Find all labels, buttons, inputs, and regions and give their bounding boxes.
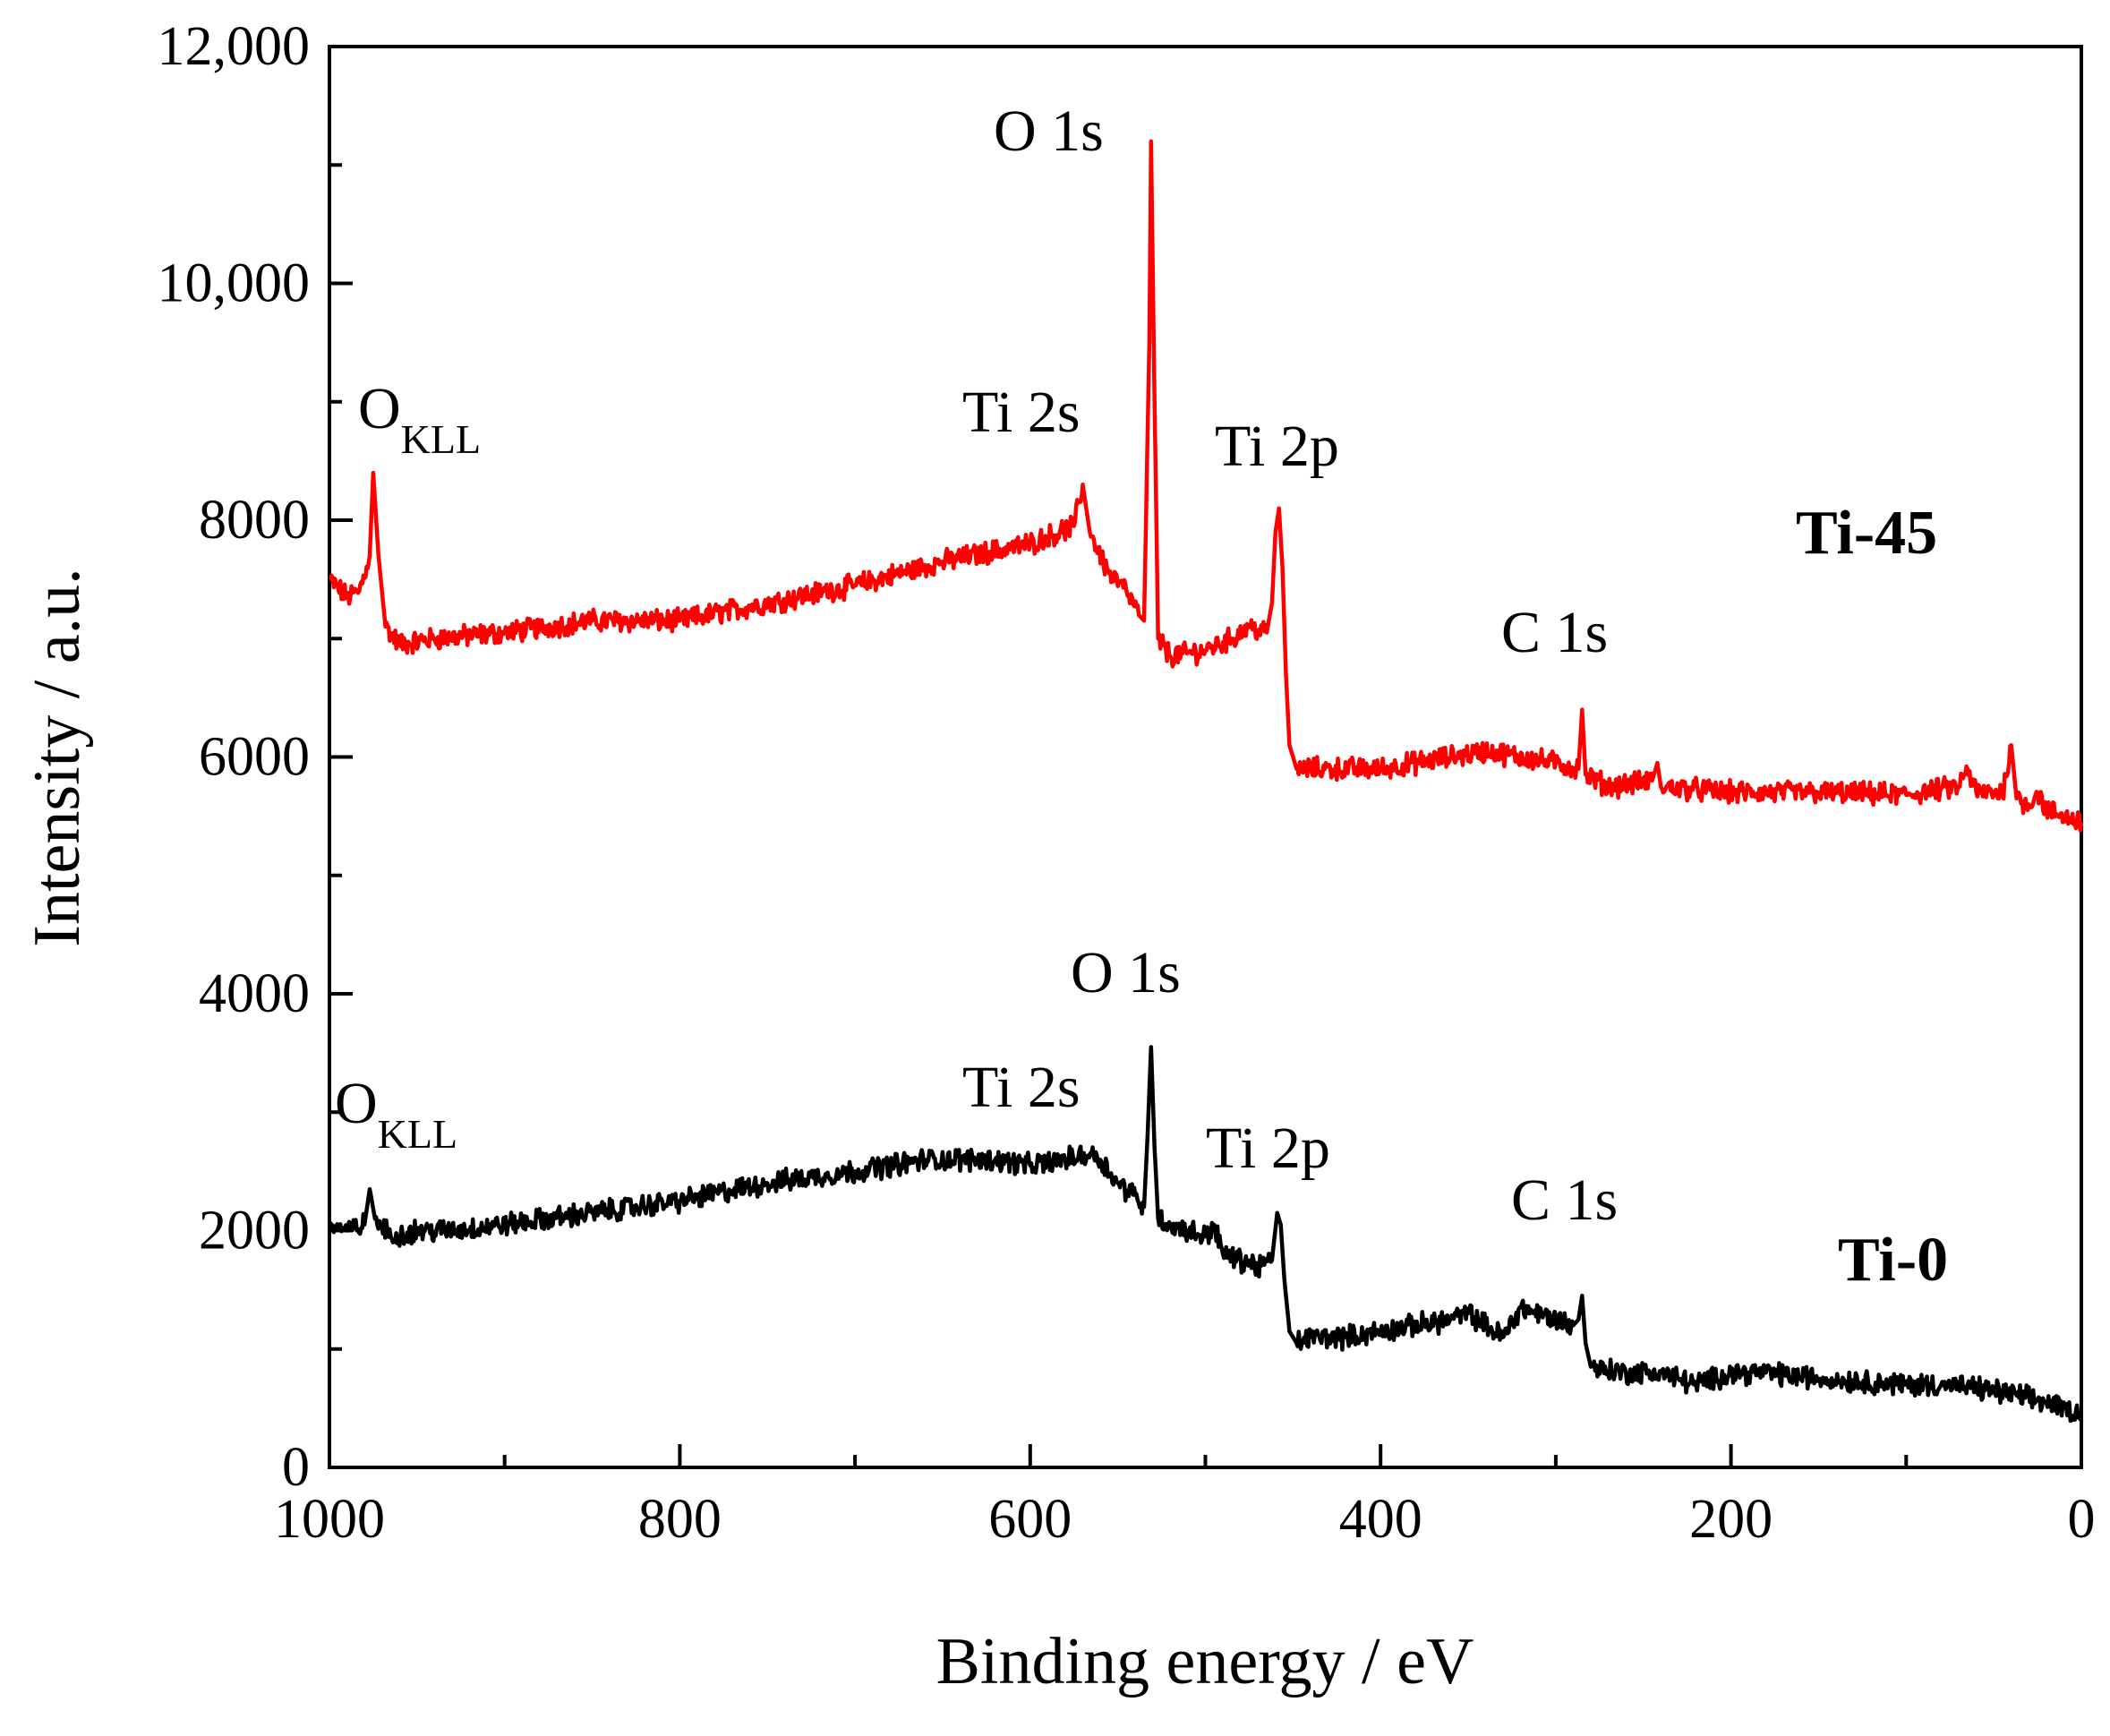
y-tick-label: 10,000 [158, 253, 311, 314]
ti45-ti2p-label: Ti 2p [1215, 414, 1339, 479]
ti45-okll-label: OKLL [358, 376, 481, 462]
y-tick-label: 6000 [199, 727, 310, 788]
x-tick-label: 400 [1339, 1489, 1422, 1550]
y-tick-label: 4000 [199, 963, 310, 1024]
ti0-okll-sub: KLL [378, 1111, 457, 1157]
ti0-c1s-label: C 1s [1511, 1167, 1618, 1233]
ti0-okll-label: OKLL [335, 1071, 457, 1157]
ti45-ti2s-label: Ti 2s [962, 380, 1081, 445]
x-axis-title: Binding energy / eV [936, 1625, 1474, 1698]
y-tick-label: 8000 [199, 490, 310, 551]
axis-ticks [328, 45, 2083, 1469]
ti45-series-label: Ti-45 [1796, 499, 1937, 568]
y-tick-label: 2000 [199, 1201, 310, 1261]
x-tick-label: 200 [1689, 1489, 1773, 1550]
ti0-ti2p-label: Ti 2p [1206, 1116, 1330, 1181]
ti45-okll-main: O [358, 376, 401, 441]
ti45-c1s-label: C 1s [1501, 600, 1608, 665]
y-tick-label: 0 [282, 1437, 310, 1498]
series-lines [328, 139, 2084, 1424]
x-tick-label: 800 [638, 1489, 722, 1550]
ti0-o1s-label: O 1s [1071, 940, 1181, 1005]
x-tick-label: 1000 [274, 1489, 385, 1550]
y-axis-title: Intensity / a.u. [21, 568, 94, 946]
ti45-o1s-label: O 1s [994, 98, 1104, 164]
x-tick-label: 600 [988, 1489, 1072, 1550]
ti45-okll-sub: KLL [401, 416, 481, 462]
ti0-series-label: Ti-0 [1838, 1226, 1948, 1295]
plot-frame [328, 45, 2083, 1469]
series-line-ti-45 [328, 139, 2084, 833]
axis-tick-labels: 1000 800 600 400 200 00200040006000800010,000… [158, 16, 2096, 1550]
x-tick-label: 0 [2068, 1489, 2096, 1550]
ti0-okll-main: O [335, 1071, 378, 1136]
y-tick-label: 12,000 [158, 16, 311, 77]
series-line-ti-0 [328, 1045, 2084, 1424]
ti0-ti2s-label: Ti 2s [962, 1055, 1081, 1120]
